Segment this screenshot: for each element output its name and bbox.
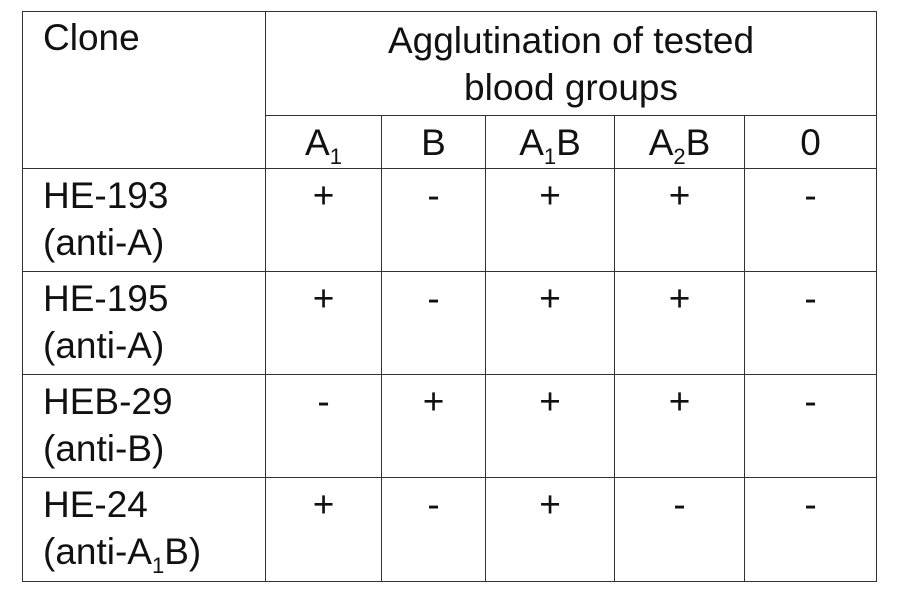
result-cell: - — [743, 168, 878, 272]
clone-cell: HE-195 (anti-A) — [22, 271, 266, 375]
clone-specificity: (anti-B) — [43, 428, 165, 469]
result-cell: + — [614, 271, 745, 375]
clone-name: HE-24 — [43, 484, 148, 525]
column-header-a1: A1 — [265, 115, 382, 169]
clone-name: HE-193 — [43, 175, 169, 216]
result-cell: - — [381, 477, 486, 582]
clone-specificity: (anti-A) — [43, 222, 165, 263]
group-header-line-2: blood groups — [464, 66, 678, 108]
result-cell: + — [381, 374, 486, 478]
result-cell: + — [265, 477, 382, 582]
result-cell: + — [485, 271, 615, 375]
column-header-a1b: A1B — [485, 115, 615, 169]
clone-header: Clone — [22, 11, 266, 169]
column-header-0: 0 — [743, 115, 878, 169]
clone-name: HEB-29 — [43, 381, 173, 422]
clone-cell: HE-193 (anti-A) — [22, 168, 266, 272]
table-row: HE-24 (anti-A1B) + - + - - — [22, 477, 878, 582]
result-cell: - — [743, 271, 878, 375]
result-cell: - — [265, 374, 382, 478]
result-cell: + — [614, 168, 745, 272]
result-cell: + — [614, 374, 745, 478]
result-cell: - — [614, 477, 745, 582]
column-header-row: A1 B A1B A2B 0 — [23, 115, 878, 169]
result-cell: - — [743, 477, 878, 582]
result-cell: + — [485, 477, 615, 582]
column-header-b: B — [381, 115, 486, 169]
result-cell: + — [485, 374, 615, 478]
group-header-line-1: Agglutination of tested — [387, 19, 755, 61]
header-row: Clone Agglutination of tested blood grou… — [22, 11, 878, 169]
result-cell: - — [381, 271, 486, 375]
clone-specificity: (anti-A1B) — [43, 531, 202, 578]
table-row: HE-195 (anti-A) + - + + - — [22, 271, 878, 375]
group-header: Agglutination of tested blood groups — [264, 11, 878, 116]
result-cell: + — [265, 168, 382, 272]
table-row: HEB-29 (anti-B) - + + + - — [22, 374, 878, 478]
column-header-a2b: A2B — [614, 115, 745, 169]
result-cell: - — [381, 168, 486, 272]
table-row: HE-193 (anti-A) + - + + - — [22, 168, 878, 272]
clone-cell: HEB-29 (anti-B) — [22, 374, 266, 478]
result-cell: + — [265, 271, 382, 375]
clone-specificity: (anti-A) — [43, 325, 165, 366]
result-cell: - — [743, 374, 878, 478]
agglutination-table: Clone Agglutination of tested blood grou… — [22, 11, 878, 582]
clone-name: HE-195 — [43, 278, 169, 319]
clone-cell: HE-24 (anti-A1B) — [22, 477, 266, 582]
result-cell: + — [485, 168, 615, 272]
clone-header-label: Clone — [43, 17, 140, 58]
